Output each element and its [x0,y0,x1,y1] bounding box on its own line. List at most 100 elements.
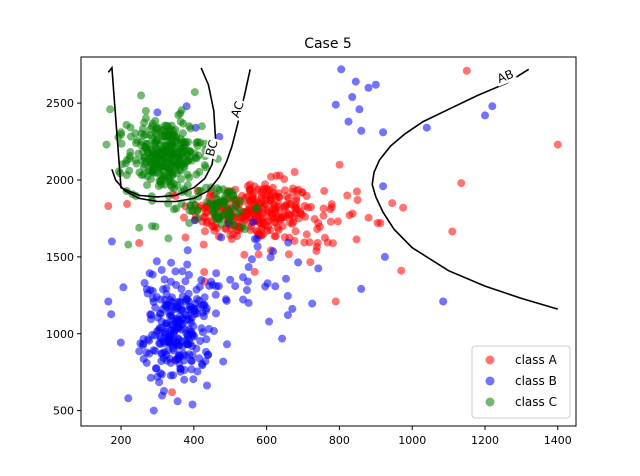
boundary-bc [107,65,217,198]
data-point [106,105,115,114]
data-point [200,268,209,276]
data-point [102,140,111,149]
data-point [320,187,329,195]
data-point [230,221,239,230]
data-point [180,375,189,384]
data-point [178,129,187,138]
data-point [290,168,299,176]
data-point [187,365,196,374]
data-point [168,388,176,397]
data-point [122,171,131,180]
data-point [190,88,199,97]
data-point [160,121,169,130]
data-point [288,304,297,313]
data-point [268,209,277,218]
data-point [172,281,181,289]
data-point [143,181,152,189]
data-point [212,269,221,278]
data-point [231,201,240,210]
data-point [240,250,249,259]
data-point [192,138,201,147]
data-point [225,214,234,223]
data-point [139,354,148,363]
x-tick-label: 1400 [544,434,572,447]
data-point [271,282,280,291]
data-point [274,192,283,201]
data-point [168,297,177,306]
data-point [185,270,193,279]
data-point [226,231,235,240]
data-point [553,140,562,149]
data-point [117,139,126,148]
data-point [462,66,471,75]
x-tick-label: 800 [329,434,350,447]
data-point [353,196,362,204]
data-point [212,309,220,318]
data-point [197,276,206,284]
chart-title: Case 5 [304,36,352,52]
data-point [422,123,431,132]
data-point [183,260,192,269]
data-point [156,309,165,318]
data-point [263,279,272,288]
data-point [194,186,203,195]
data-point [107,310,116,319]
data-point [142,285,151,294]
data-point [448,227,457,236]
legend-marker [485,355,495,365]
data-point [210,327,218,335]
data-point [320,233,329,242]
data-point [164,177,173,186]
data-point [171,356,180,365]
data-point [188,400,197,409]
data-point [157,266,166,274]
data-point [253,234,261,243]
data-point [352,235,361,244]
data-point [180,213,188,222]
data-point [231,282,240,291]
data-point [185,122,194,131]
data-point [135,347,144,356]
data-point [261,180,269,189]
data-point [259,203,268,212]
data-point [277,214,285,223]
boundary-layer: AB AC BC [107,65,559,310]
data-point [246,180,255,189]
data-point [333,217,342,226]
data-point [135,239,144,247]
data-point [364,213,373,222]
data-point [187,356,196,365]
data-point [284,238,293,247]
data-point [124,394,133,403]
data-point [242,286,251,295]
data-point [181,233,190,242]
data-point [151,346,160,355]
data-point [148,222,156,231]
data-point [274,225,283,234]
data-point [300,202,309,210]
x-tick-label: 200 [111,434,132,447]
data-point [150,138,159,147]
data-point [183,246,192,255]
boundary-ab [371,68,559,310]
data-point [188,206,196,215]
x-tick-label: 1200 [471,434,499,447]
y-tick-label: 1500 [46,251,74,264]
data-point [215,132,224,141]
data-point [137,137,146,146]
data-point [168,138,177,147]
data-point [219,357,228,366]
data-point [158,391,167,400]
data-point [168,171,177,180]
data-point [104,202,113,211]
points-layer [102,65,562,415]
data-point [117,128,125,137]
data-point [176,364,185,373]
data-point [243,192,252,201]
data-point [262,193,270,201]
data-point [123,199,132,208]
data-point [135,223,144,232]
data-point [148,270,157,279]
data-point [185,219,194,227]
